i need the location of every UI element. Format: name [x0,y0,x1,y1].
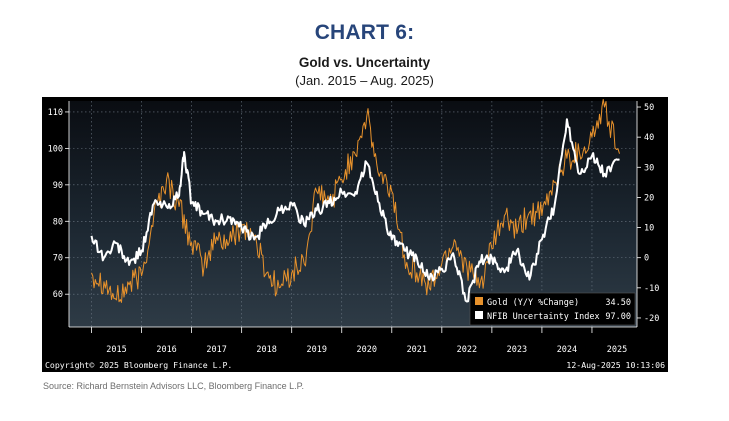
left-tick-label: 60 [53,290,63,300]
right-tick-label: -20 [644,314,659,324]
series-line-nfib [90,118,620,303]
x-tick-label: 2016 [156,345,176,355]
x-tick-label: 2018 [256,345,276,355]
chart-heading: CHART 6: [314,21,415,44]
x-tick-label: 2022 [457,345,477,355]
x-tick-label: 2024 [557,345,577,355]
left-tick-label: 80 [53,217,63,227]
x-tick-label: 2015 [106,345,126,355]
right-tick-label: 20 [644,193,654,203]
legend-label-gold: Gold (Y/Y %Change) [487,298,579,308]
chart-subtitle: (Jan. 2015 – Aug. 2025) [295,73,434,88]
chart-panel: 60 70 80 90 100 110 -20 -10 0 10 20 30 40 50 2015 2016 2… [42,97,668,372]
right-tick-label: 40 [644,133,654,143]
legend-label-nfib: NFIB Uncertainty Index [487,312,600,322]
copyright-text: Copyright© 2025 Bloomberg Finance L.P. [45,360,232,370]
x-tick-label: 2017 [206,345,226,355]
timestamp-text: 12-Aug-2025 10:13:06 [566,360,665,370]
chart-svg: 60 70 80 90 100 110 -20 -10 0 10 20 30 40 50 2015 2016 2… [42,97,668,372]
right-tick-label: 30 [644,163,654,173]
x-tick-label: 2021 [407,345,427,355]
right-tick-label: 50 [644,103,654,113]
legend-value-gold: 34.50 [605,298,631,308]
legend-swatch-gold [475,297,483,305]
left-tick-label: 100 [48,144,63,154]
source-note: Source: Richard Bernstein Advisors LLC, … [43,381,304,391]
right-tick-label: 0 [644,254,649,264]
x-tick-label: 2019 [306,345,326,355]
x-tick-label: 2020 [357,345,377,355]
chart-title: Gold vs. Uncertainty [298,55,431,70]
legend-box [469,292,636,326]
left-tick-label: 90 [53,181,63,191]
left-tick-label: 70 [53,254,63,264]
x-tick-label: 2025 [607,345,627,355]
legend-swatch-nfib [475,311,483,319]
right-tick-label: -10 [644,284,659,294]
x-tick-label: 2023 [507,345,527,355]
legend-value-nfib: 97.00 [605,312,631,322]
series-line-gold [91,99,620,303]
right-tick-label: 10 [644,224,654,234]
left-tick-label: 110 [48,108,63,118]
